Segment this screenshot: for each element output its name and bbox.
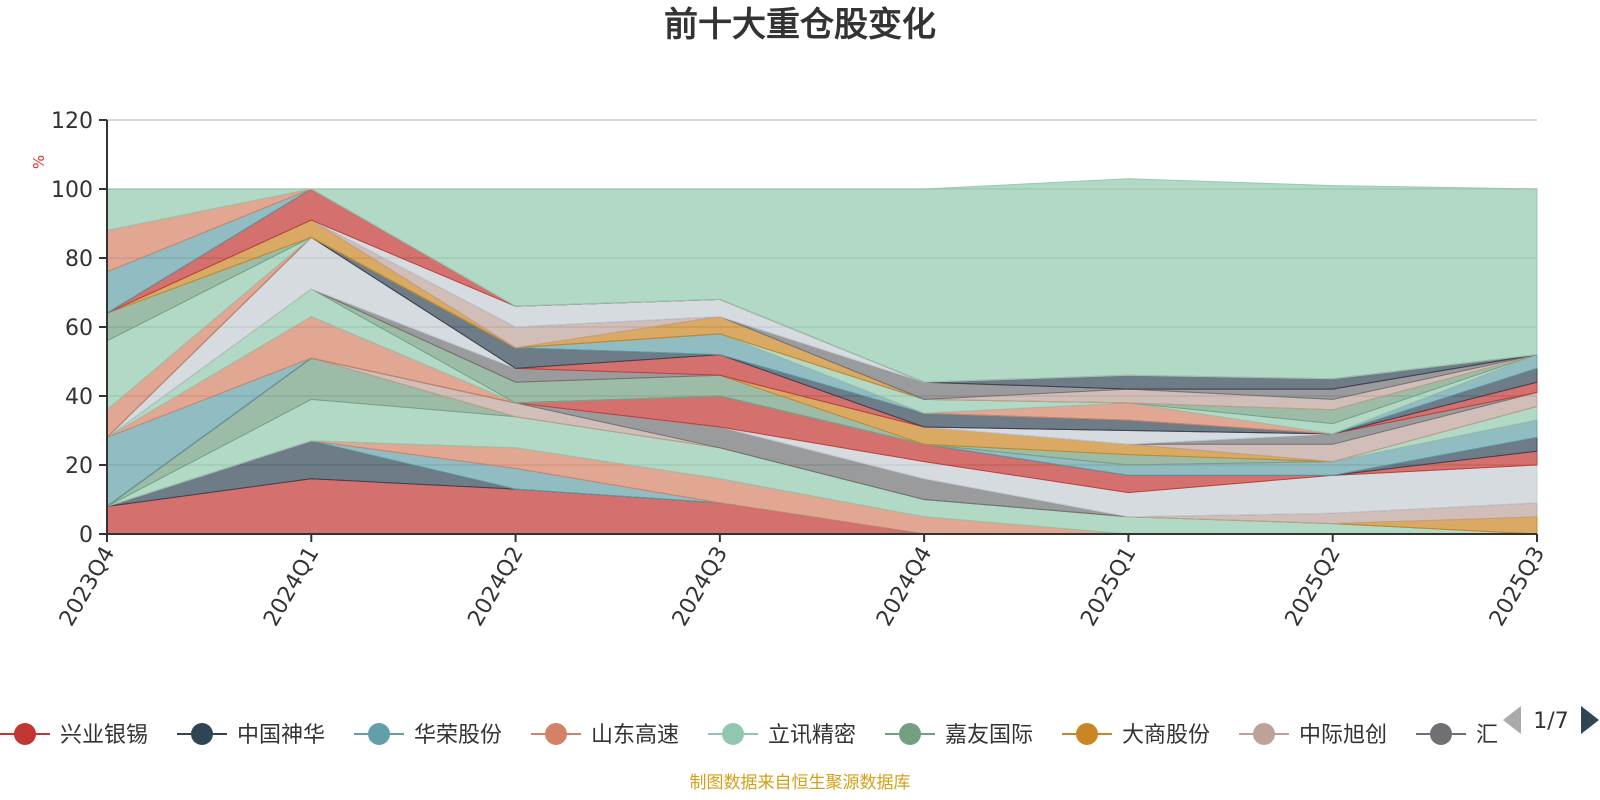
y-tick-label: 0 bbox=[79, 523, 93, 548]
legend-marker-icon bbox=[1430, 723, 1452, 745]
y-tick-label: 60 bbox=[65, 316, 93, 341]
y-tick-label: 100 bbox=[51, 178, 93, 203]
chart-title: 前十大重仓股变化 bbox=[664, 5, 936, 45]
legend-item[interactable]: 嘉友国际 bbox=[885, 723, 1033, 748]
y-axis-unit: % bbox=[30, 155, 48, 169]
x-tick-label: 2025Q1 bbox=[1076, 543, 1141, 631]
legend-label: 中际旭创 bbox=[1299, 723, 1387, 748]
legend-label: 大商股份 bbox=[1122, 723, 1210, 748]
legend-page-indicator: 1/7 bbox=[1533, 709, 1568, 734]
legend-item[interactable]: 大商股份 bbox=[1062, 723, 1210, 748]
source-note: 制图数据来自恒生聚源数据库 bbox=[690, 773, 911, 793]
legend-marker-icon bbox=[722, 723, 744, 745]
y-tick-label: 120 bbox=[51, 109, 93, 134]
legend-item[interactable]: 中际旭创 bbox=[1239, 723, 1387, 748]
legend-label: 立讯精密 bbox=[768, 723, 856, 748]
legend-marker-icon bbox=[545, 723, 567, 745]
y-tick-label: 80 bbox=[65, 247, 93, 272]
x-tick-label: 2025Q3 bbox=[1485, 543, 1550, 631]
legend-label: 中国神华 bbox=[237, 723, 325, 748]
y-tick-label: 40 bbox=[65, 385, 93, 410]
legend-label: 兴业银锡 bbox=[60, 723, 148, 748]
legend: 兴业银锡 中国神华 华荣股份 山东高速 立讯精密 嘉友国际 大商股份 中际旭创 汇 bbox=[0, 723, 1498, 748]
x-tick-label: 2024Q2 bbox=[463, 543, 528, 631]
legend-label: 汇 bbox=[1476, 723, 1498, 748]
x-tick-label: 2024Q1 bbox=[259, 543, 324, 631]
legend-marker-icon bbox=[1076, 723, 1098, 745]
legend-item[interactable]: 华荣股份 bbox=[354, 723, 502, 748]
legend-item[interactable]: 立讯精密 bbox=[708, 723, 856, 748]
legend-marker-icon bbox=[368, 723, 390, 745]
legend-pager: 1/7 bbox=[1503, 706, 1599, 734]
triangle-right-icon[interactable] bbox=[1581, 706, 1599, 734]
x-tick-label: 2025Q2 bbox=[1281, 543, 1346, 631]
legend-label: 华荣股份 bbox=[414, 723, 502, 748]
legend-marker-icon bbox=[899, 723, 921, 745]
legend-item[interactable]: 山东高速 bbox=[531, 723, 679, 748]
x-tick-label: 2024Q4 bbox=[872, 543, 937, 631]
legend-item[interactable]: 中国神华 bbox=[177, 723, 325, 748]
triangle-left-icon[interactable] bbox=[1503, 706, 1521, 734]
y-tick-label: 20 bbox=[65, 454, 93, 479]
legend-item[interactable]: 兴业银锡 bbox=[0, 723, 148, 748]
legend-marker-icon bbox=[1253, 723, 1275, 745]
legend-label: 山东高速 bbox=[591, 723, 679, 748]
area-series bbox=[106, 178, 1538, 535]
legend-item[interactable]: 汇 bbox=[1416, 723, 1498, 748]
legend-marker-icon bbox=[191, 723, 213, 745]
x-tick-label: 2024Q3 bbox=[668, 543, 733, 631]
area-series-34 bbox=[106, 178, 1538, 383]
legend-label: 嘉友国际 bbox=[945, 723, 1033, 748]
x-tick-label: 2023Q4 bbox=[55, 543, 120, 631]
legend-marker-icon bbox=[14, 723, 36, 745]
